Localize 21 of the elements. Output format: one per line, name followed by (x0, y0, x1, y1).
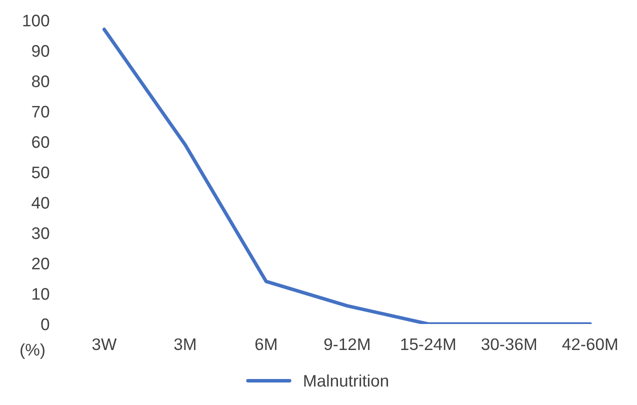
x-tick-label: 3M (174, 338, 196, 350)
y-tick-label: 100 (23, 14, 50, 26)
y-tick-label: 80 (32, 75, 50, 88)
y-tick-label: 40 (32, 196, 50, 209)
y-axis-title: (%) (20, 343, 44, 359)
y-tick-label: 30 (32, 227, 50, 240)
x-tick-label: 15-24M (401, 338, 456, 350)
y-tick-label: 0 (41, 318, 50, 330)
y-tick-label: 60 (32, 136, 50, 148)
x-tick-label: 6M (255, 338, 276, 350)
y-tick-label: 10 (32, 288, 50, 300)
x-tick-label: 42-60M (562, 338, 618, 350)
x-tick-label: 30-36M (482, 338, 536, 350)
x-tick-label: 9-12M (324, 338, 370, 350)
y-tick-label: 90 (32, 45, 50, 57)
y-tick-label: 50 (32, 166, 50, 178)
line-series (102, 28, 592, 324)
y-tick-label: 70 (32, 106, 50, 118)
y-tick-label: 20 (32, 258, 50, 270)
legend-label: Malnutrition (304, 374, 388, 387)
x-tick-label: 3W (92, 338, 117, 350)
